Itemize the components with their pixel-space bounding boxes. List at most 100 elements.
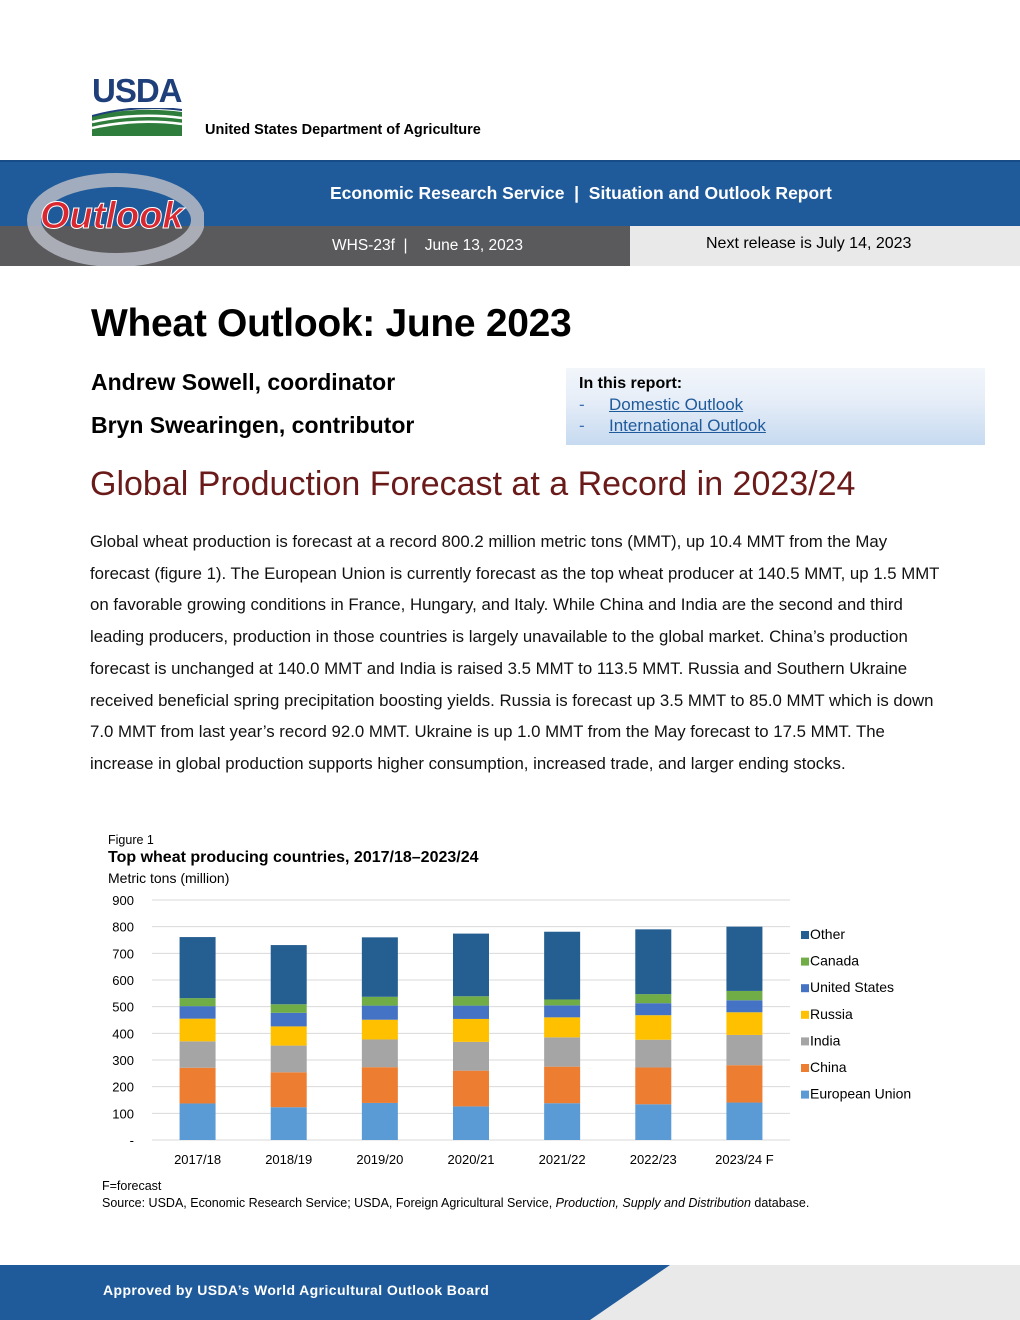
x-tick-label: 2018/19 [265, 1152, 312, 1167]
outlook-logo: Outlook [27, 173, 204, 266]
legend-swatch [801, 1037, 809, 1046]
x-tick-label: 2021/22 [539, 1152, 586, 1167]
link-domestic-outlook[interactable]: Domestic Outlook [609, 395, 744, 414]
section-heading: Global Production Forecast at a Record i… [90, 465, 856, 503]
bar-segment [179, 1103, 216, 1140]
bar-segment [726, 1012, 763, 1035]
release-bar-wedge [586, 226, 630, 266]
bar-segment [726, 1102, 763, 1140]
link-international-outlook[interactable]: International Outlook [609, 416, 766, 435]
toc-item-domestic: - Domestic Outlook [579, 394, 972, 415]
bar-segment [270, 945, 307, 1005]
bar-segment [453, 996, 489, 1006]
bar-segment [635, 929, 672, 995]
bar-segment [179, 1041, 216, 1068]
service-line: Economic Research Service | Situation an… [330, 183, 832, 203]
legend-swatch [801, 957, 809, 966]
bar-segment [453, 1106, 489, 1140]
bar-segment [453, 933, 489, 997]
bar-segment [544, 1017, 581, 1038]
bar-segment [726, 1000, 763, 1013]
chart-title: Top wheat producing countries, 2017/18–2… [108, 849, 479, 866]
footer-approval-text: Approved by USDA’s World Agricultural Ou… [103, 1282, 490, 1298]
x-tick-label: 2023/24 F [715, 1152, 774, 1167]
bar-segment [726, 990, 763, 1001]
y-tick-label: 600 [112, 973, 134, 988]
x-tick-label: 2020/21 [448, 1152, 495, 1167]
bar-segment [544, 931, 581, 1000]
bar-segment [635, 1067, 672, 1105]
bar-segment [270, 1072, 307, 1108]
bar-segment [361, 1019, 398, 1040]
bar-segment [726, 1065, 763, 1103]
legend-label: Other [810, 926, 845, 942]
bar-segment [361, 1005, 398, 1020]
wheat-production-chart: - 100 200 300 400 500 600 700 800 900 2017/18 2018/… [112, 893, 911, 1167]
y-tick-label: 200 [112, 1080, 134, 1095]
y-tick-label: 500 [112, 1000, 134, 1015]
in-this-report-box: In this report: - Domestic Outlook - Inter… [566, 368, 985, 445]
usda-field-graphic [92, 108, 182, 136]
bar-segment [453, 1018, 489, 1042]
report-title: Wheat Outlook: June 2023 [91, 302, 572, 345]
y-tick-label: 900 [112, 893, 134, 908]
bar-segment [179, 1018, 216, 1042]
bar-segment [270, 1026, 307, 1046]
x-tick-label: 2019/20 [356, 1152, 403, 1167]
y-tick-label: 100 [112, 1106, 134, 1121]
legend-label: Canada [810, 953, 859, 969]
bar-segment [726, 926, 763, 991]
source-prefix: Source: USDA, Economic Research Service;… [102, 1196, 556, 1210]
bar-segment [453, 1070, 489, 1107]
bar-segment [453, 1005, 489, 1019]
bar-segment [179, 1067, 216, 1104]
figure-label: Figure 1 [108, 833, 154, 847]
bar-segment [544, 999, 581, 1006]
bar-segment [635, 1104, 672, 1140]
body-paragraph: Global wheat production is forecast at a… [90, 532, 940, 773]
toc-dash: - [579, 416, 585, 435]
y-tick-label: - [130, 1133, 134, 1148]
bar-segment [361, 1067, 398, 1103]
next-release: Next release is July 14, 2023 [706, 235, 912, 252]
legend-swatch [801, 1064, 809, 1072]
bar-segment [635, 994, 672, 1004]
legend-label: Russia [810, 1006, 853, 1022]
bar-segment [361, 937, 398, 997]
bar-segment [726, 1034, 763, 1066]
y-tick-label: 700 [112, 946, 134, 961]
release-info: WHS-23f | June 13, 2023 [332, 237, 523, 254]
usda-logo: USDA [92, 72, 183, 138]
bar-segment [453, 1041, 489, 1071]
legend-label: European Union [810, 1086, 911, 1102]
bar-segment [361, 1039, 398, 1068]
author-coordinator: Andrew Sowell, coordinator [91, 369, 396, 395]
legend-swatch [801, 984, 809, 993]
source-suffix: database. [750, 1196, 810, 1210]
figure-source: Source: USDA, Economic Research Service;… [102, 1196, 809, 1210]
legend-swatch [801, 1090, 809, 1099]
author-contributor: Bryn Swearingen, contributor [91, 412, 415, 438]
footer-wedge [590, 1265, 670, 1320]
toc-heading: In this report: [579, 375, 683, 392]
bar-segment [270, 1004, 307, 1013]
toc-dash: - [579, 395, 585, 414]
chart-ylabel: Metric tons (million) [108, 870, 230, 886]
bar-segment [179, 1006, 216, 1019]
bar-segment [270, 1107, 307, 1140]
y-tick-label: 800 [112, 920, 134, 935]
legend-label: China [810, 1059, 847, 1075]
bar-segment [179, 937, 216, 999]
agency-name: United States Department of Agriculture [205, 122, 481, 138]
figure-note: F=forecast [102, 1179, 162, 1193]
usda-logo-text: USDA [92, 72, 183, 109]
legend-swatch [801, 931, 809, 939]
bar-segment [635, 1039, 672, 1068]
bar-segment [544, 1037, 581, 1067]
bar-segment [544, 1066, 581, 1104]
y-tick-label: 300 [112, 1053, 134, 1068]
legend-swatch [801, 1010, 809, 1019]
legend-label: India [810, 1032, 841, 1048]
x-tick-label: 2022/23 [630, 1152, 677, 1167]
source-database-name: Production, Supply and Distribution [555, 1196, 751, 1210]
